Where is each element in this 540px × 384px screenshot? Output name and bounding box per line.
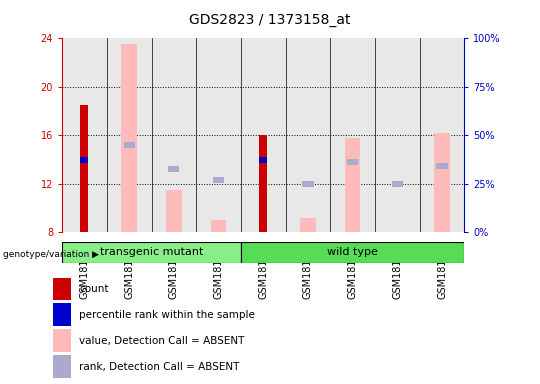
Bar [53,355,71,378]
Bar [166,190,181,232]
Text: value, Detection Call = ABSENT: value, Detection Call = ABSENT [79,336,245,346]
Bar [53,278,71,300]
Bar [302,181,314,187]
Bar [211,220,226,232]
Bar [122,45,137,232]
Text: GDS2823 / 1373158_at: GDS2823 / 1373158_at [189,13,351,27]
Text: rank, Detection Call = ABSENT: rank, Detection Call = ABSENT [79,362,240,372]
Text: wild type: wild type [327,247,378,258]
Bar [436,163,448,169]
Bar [213,177,224,183]
Text: percentile rank within the sample: percentile rank within the sample [79,310,255,320]
Bar [53,303,71,326]
Text: genotype/variation ▶: genotype/variation ▶ [3,250,99,259]
Bar [80,105,89,232]
Bar [300,218,316,232]
Bar [345,138,361,232]
Bar [168,166,179,172]
Bar [62,242,241,263]
Text: count: count [79,284,109,294]
Bar [259,157,267,163]
Text: transgenic mutant: transgenic mutant [100,247,203,258]
Bar [392,181,403,187]
Bar [80,157,89,163]
Bar [434,133,450,232]
Bar [259,136,267,232]
Bar [347,159,358,165]
Bar [241,242,464,263]
Bar [124,142,135,148]
Bar [53,329,71,352]
